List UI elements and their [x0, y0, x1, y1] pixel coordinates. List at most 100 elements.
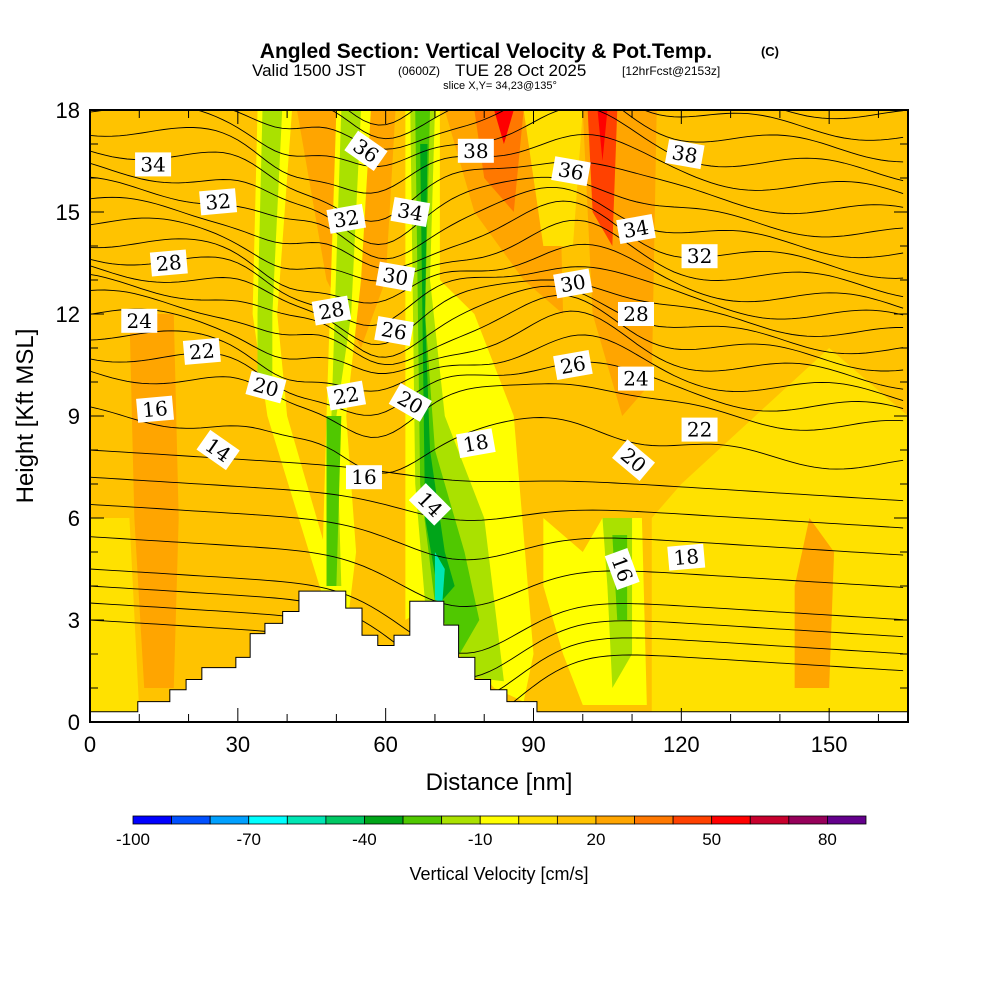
- velocity-region: [257, 110, 283, 382]
- theta-label-text: 16: [141, 396, 168, 422]
- theta-label-text: 24: [127, 309, 152, 333]
- colorbar-label: Vertical Velocity [cm/s]: [409, 864, 588, 884]
- theta-label-text: 22: [332, 382, 361, 410]
- theta-label: 18: [456, 428, 496, 459]
- theta-contour-30: [90, 238, 904, 309]
- theta-label: 22: [681, 417, 718, 442]
- colorbar-bin: [518, 815, 558, 825]
- theta-contour-34: [90, 162, 904, 245]
- velocity-region: [90, 518, 140, 712]
- theta-label-box: [612, 439, 656, 481]
- velocity-region: [597, 110, 608, 161]
- colorbar-bin: [788, 815, 828, 825]
- x-tick-label: 60: [373, 732, 397, 757]
- theta-label-box: [551, 156, 591, 187]
- slice-info: slice X,Y= 34,23@135°: [443, 80, 557, 92]
- theta-label-box: [456, 428, 496, 459]
- colorbar-bin: [749, 815, 790, 825]
- theta-label-box: [375, 261, 416, 292]
- theta-label: 26: [553, 350, 593, 380]
- y-tick-label: 18: [56, 98, 80, 123]
- colorbar-bin: [364, 815, 404, 825]
- x-tick-label: 30: [226, 732, 250, 757]
- theta-contour-22: [90, 370, 904, 438]
- theta-label: 22: [182, 337, 221, 365]
- theta-label-box: [374, 316, 414, 346]
- theta-contour-28: [90, 265, 904, 346]
- theta-label-box: [245, 370, 287, 404]
- theta-label-box: [681, 244, 718, 269]
- theta-contour-26: [90, 289, 904, 372]
- theta-label: 26: [374, 316, 414, 346]
- x-tick-label: 120: [663, 732, 700, 757]
- theta-label-text: 38: [670, 140, 699, 168]
- theta-label-box: [681, 417, 718, 442]
- theta-label: 16: [345, 465, 382, 490]
- colorbar-bin: [286, 815, 327, 825]
- theta-label-box: [344, 130, 388, 171]
- theta-label: 28: [617, 302, 654, 326]
- theta-contour-35: [90, 150, 904, 222]
- x-axis-label: Distance [nm]: [426, 769, 573, 796]
- y-tick-label: 9: [68, 404, 80, 429]
- theta-label: 34: [616, 214, 656, 244]
- theta-label: 16: [136, 395, 175, 423]
- theta-label-box: [135, 152, 172, 177]
- theta-contour-31: [90, 217, 904, 298]
- y-tick-label: 6: [68, 506, 80, 531]
- theta-label-box: [664, 139, 705, 170]
- theta-contour-19: [90, 476, 904, 529]
- colorbar-bin: [827, 815, 867, 825]
- velocity-region: [794, 518, 835, 688]
- theta-label-box: [199, 188, 238, 216]
- y-axis-label: Height [Kft MSL]: [12, 329, 39, 504]
- theta-contour-21: [90, 406, 904, 474]
- theta-label: 38: [664, 139, 705, 170]
- velocity-region: [587, 110, 618, 246]
- theta-label-text: 24: [623, 367, 648, 391]
- chart-title: Angled Section: Vertical Velocity & Pot.…: [252, 40, 779, 92]
- colorbar-bin: [479, 815, 520, 825]
- theta-label: 28: [311, 295, 352, 326]
- theta-label-box: [311, 295, 352, 326]
- theta-label-box: [136, 395, 175, 423]
- theta-label-text: 34: [140, 152, 165, 176]
- colorbar-tick-label: -100: [116, 830, 150, 849]
- title-text: Angled Section: Vertical Velocity & Pot.…: [260, 40, 712, 63]
- subtitle-utc: (0600Z): [398, 64, 440, 78]
- theta-label-box: [326, 380, 367, 411]
- colorbar-tick-label: 80: [818, 830, 837, 849]
- theta-contour-38: [231, 110, 904, 163]
- velocity-region: [326, 416, 342, 586]
- velocity-region: [434, 552, 445, 603]
- theta-label: 28: [149, 249, 188, 277]
- theta-label: 38: [457, 138, 494, 163]
- theta-label-text: 28: [623, 302, 648, 326]
- theta-label-text: 16: [351, 465, 376, 489]
- theta-label-box: [326, 203, 367, 234]
- colorbar-tick-label: -10: [468, 830, 493, 849]
- theta-label: 32: [326, 203, 367, 234]
- theta-contour-18: [90, 503, 904, 561]
- colorbar-tick-label: -40: [352, 830, 377, 849]
- colorbar-bin: [672, 815, 713, 825]
- theta-contour-29: [90, 256, 904, 327]
- theta-contour-16: [90, 568, 904, 654]
- theta-label-box: [553, 268, 593, 299]
- theta-label-box: [388, 383, 432, 422]
- theta-label-box: [604, 547, 640, 591]
- colorbar-bin: [325, 815, 365, 825]
- theta-label-text: 34: [396, 198, 425, 226]
- theta-label-text: 38: [463, 139, 488, 163]
- theta-contour-39: [330, 110, 904, 141]
- y-tick-label: 0: [68, 710, 80, 735]
- theta-label: 24: [121, 308, 158, 333]
- colorbar-bin: [209, 815, 250, 825]
- colorbar-bin: [595, 815, 635, 825]
- theta-label-box: [617, 366, 654, 391]
- theta-label-box: [121, 308, 158, 333]
- theta-label: 30: [553, 268, 593, 299]
